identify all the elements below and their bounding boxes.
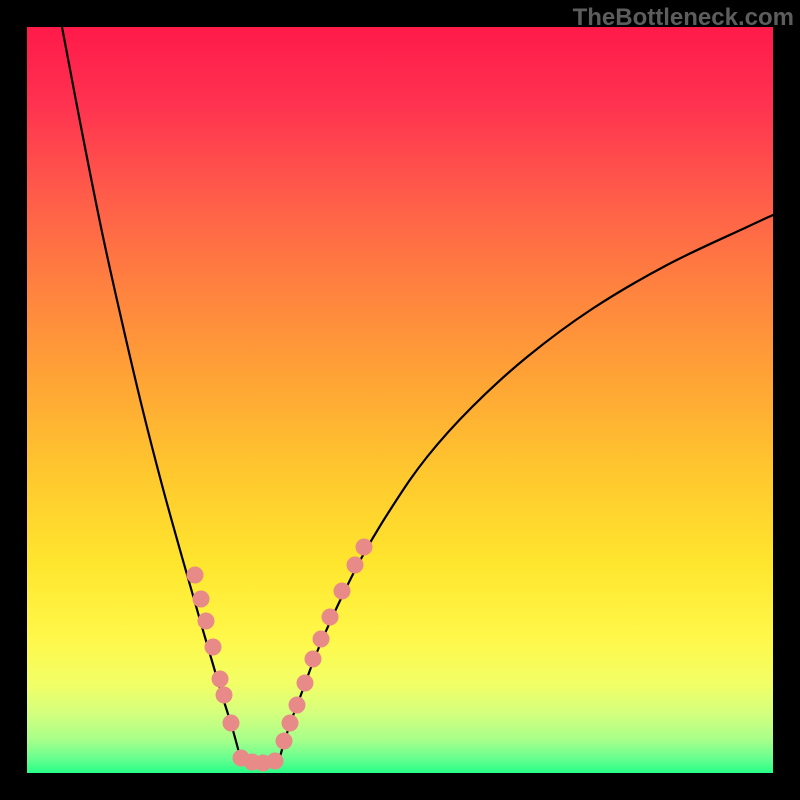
bottleneck-curve-chart: [0, 0, 800, 800]
chart-frame: TheBottleneck.com: [0, 0, 800, 800]
curve-marker: [276, 733, 293, 750]
curve-marker: [313, 631, 330, 648]
curve-marker: [187, 567, 204, 584]
plot-background-gradient: [27, 27, 773, 773]
watermark-text: TheBottleneck.com: [573, 4, 794, 32]
curve-marker: [193, 591, 210, 608]
curve-marker: [347, 557, 364, 574]
curve-marker: [198, 613, 215, 630]
curve-marker: [289, 697, 306, 714]
curve-marker: [334, 583, 351, 600]
curve-marker: [305, 651, 322, 668]
curve-marker: [297, 675, 314, 692]
curve-marker: [356, 539, 373, 556]
curve-marker: [212, 671, 229, 688]
curve-marker: [282, 715, 299, 732]
curve-marker: [267, 753, 284, 770]
curve-marker: [216, 687, 233, 704]
curve-marker: [322, 609, 339, 626]
curve-marker: [205, 639, 222, 656]
curve-marker: [223, 715, 240, 732]
